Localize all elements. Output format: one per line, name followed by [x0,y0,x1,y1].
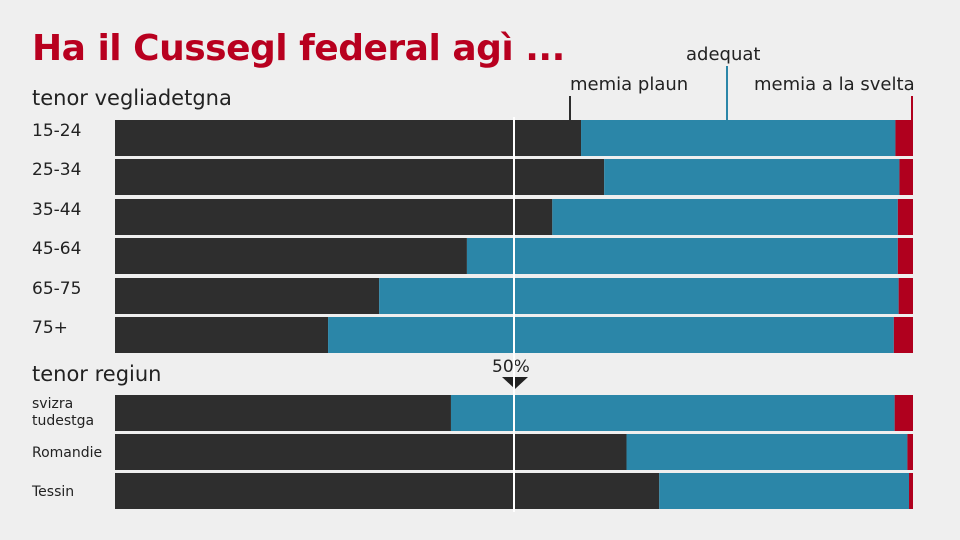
bar-segment-1-2-1 [659,473,910,509]
section-age: tenor vegliadetgna [32,86,232,110]
row-label-svizra-tudestga: svizra tudestga [32,396,94,430]
row-label-65-75: 65-75 [32,279,82,299]
legend-tick-memia-a-la-svelta [911,96,913,120]
bar-segment-0-1-0 [115,159,605,195]
chart-title: Ha il Cussegl federal agì ... [32,28,565,69]
bar-segment-1-1-0 [115,434,627,470]
bar-segment-1-0-2 [894,395,913,431]
bar-segment-0-0-2 [895,120,913,156]
bar-segment-1-0-1 [450,395,895,431]
row-label-line: tudestga [32,413,95,429]
legend-label-adequat: adequat [686,44,761,65]
bar-segment-0-4-2 [898,278,913,314]
bar-segment-1-1-1 [626,434,908,470]
bar-segment-0-5-1 [328,317,894,353]
bar-segment-0-3-0 [115,238,467,274]
bar-segment-0-2-2 [897,199,913,235]
row-label-15-24: 15-24 [32,121,82,141]
bar-segment-0-5-2 [893,317,913,353]
bar-segment-0-3-1 [466,238,898,274]
row-label-tessin: Tessin [32,484,75,500]
bar-segment-0-2-1 [552,199,898,235]
bar-segment-0-4-1 [379,278,899,314]
bar-segment-0-1-2 [899,159,913,195]
legend-tick-adequat [726,66,728,120]
row-label-35-44: 35-44 [32,200,82,220]
bar-segment-0-0-1 [581,120,896,156]
bar-segment-0-1-1 [604,159,900,195]
bar-segment-1-0-0 [115,395,451,431]
bar-segment-0-0-0 [115,120,582,156]
fifty-percent-label: 50% [492,357,530,377]
row-label-line: svizra [32,396,74,412]
bar-segment-0-3-2 [897,238,913,274]
legend-tick-memia-plaun [569,96,571,120]
legend-label-memia-a-la-svelta: memia a la svelta [754,74,915,95]
row-label-romandie: Romandie [32,445,103,461]
row-label-45-64: 45-64 [32,239,82,259]
bar-segment-1-1-2 [907,434,913,470]
legend-label-memia-plaun: memia plaun [570,74,689,95]
bar-segment-1-2-2 [909,473,913,509]
bar-segment-0-5-0 [115,317,329,353]
bar-segment-1-2-0 [115,473,660,509]
bar-segment-0-4-0 [115,278,380,314]
row-label-25-34: 25-34 [32,160,82,180]
section-region: tenor regiun [32,362,162,386]
bar-segment-0-2-0 [115,199,553,235]
row-label-75-plus: 75+ [32,318,68,338]
